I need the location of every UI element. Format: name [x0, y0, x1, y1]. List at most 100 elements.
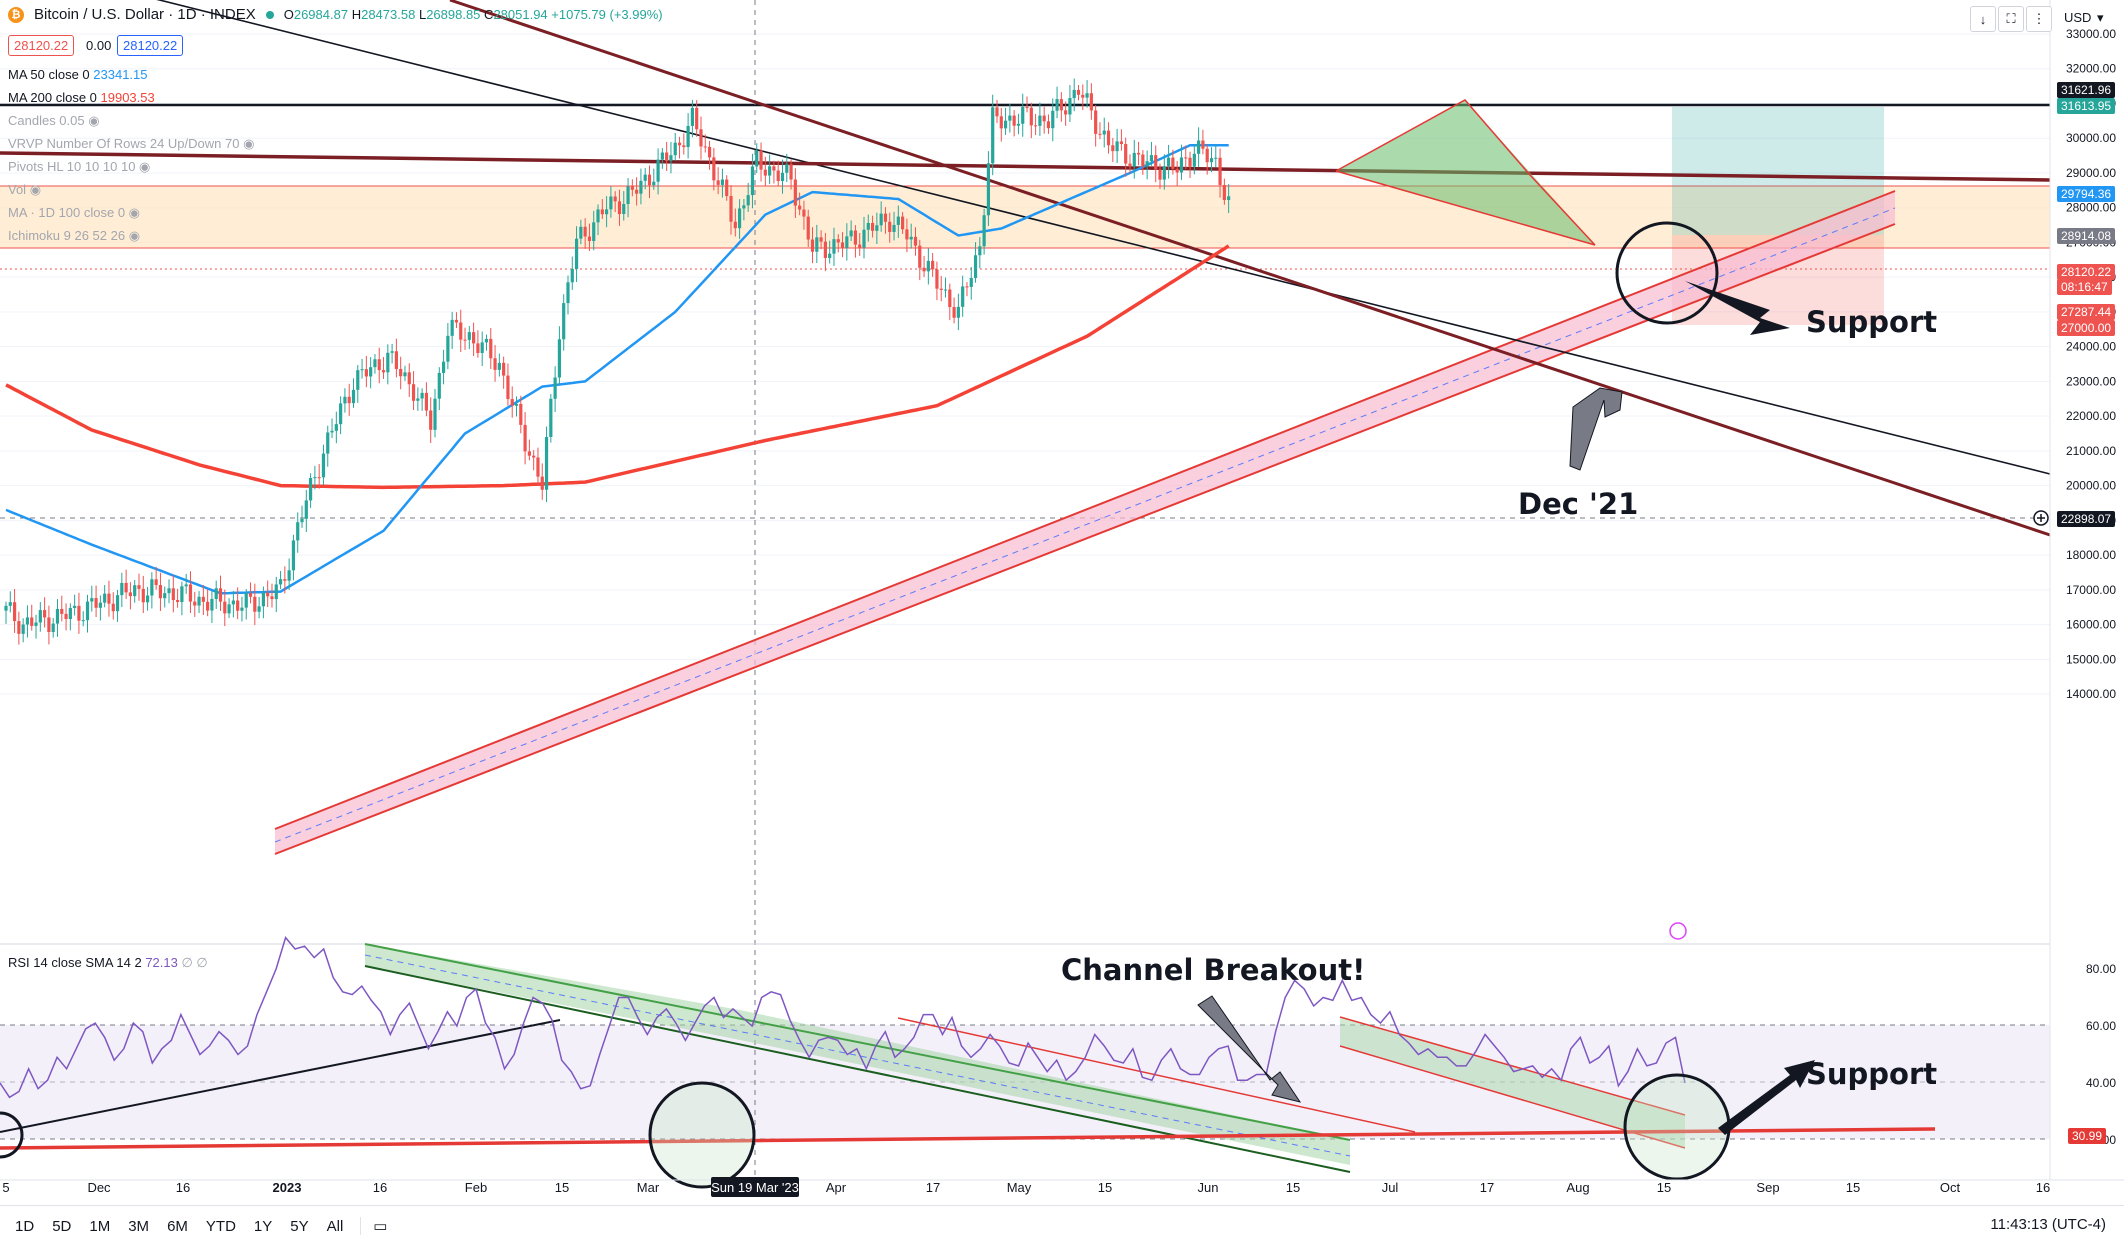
candle: [47, 605, 51, 645]
candle: [1166, 144, 1171, 179]
candle: [218, 575, 223, 611]
candle: [1115, 128, 1119, 164]
candle: [1162, 154, 1166, 190]
candle: [532, 450, 536, 471]
candle: [939, 275, 943, 302]
candle: [364, 355, 368, 388]
candle: [266, 580, 270, 608]
range-button[interactable]: All: [326, 1217, 344, 1235]
candle: [583, 218, 587, 249]
candle: [913, 227, 918, 256]
candle: [1111, 137, 1115, 162]
price-axis-label: 30000.00: [2066, 131, 2116, 145]
range-button[interactable]: 1M: [89, 1217, 111, 1235]
indicator-legend-item[interactable]: Candles 0.05 ◉: [8, 113, 100, 128]
candle: [536, 447, 540, 486]
range-button[interactable]: 1D: [15, 1217, 35, 1235]
candle: [793, 168, 797, 218]
candle: [909, 223, 913, 249]
indicator-legend-item[interactable]: Ichimoku 9 26 52 26 ◉: [8, 228, 141, 243]
symbol-title[interactable]: Bitcoin / U.S. Dollar · 1D · INDEX: [34, 6, 256, 23]
range-button[interactable]: 3M: [128, 1217, 150, 1235]
candle: [399, 356, 403, 390]
candle: [433, 388, 437, 438]
time-axis-label: 5: [2, 1180, 9, 1195]
currency-selector[interactable]: USD: [2064, 10, 2092, 25]
candle: [780, 159, 785, 194]
candle: [600, 199, 604, 219]
candle: [673, 132, 677, 161]
time-axis-label: May: [1007, 1180, 1032, 1195]
candle: [1051, 98, 1055, 142]
chevron-down-icon[interactable]: ↓: [1970, 6, 1996, 32]
candle: [523, 412, 527, 465]
indicator-legend-item[interactable]: MA 200 close 0 19903.53: [8, 90, 155, 105]
price-tag: 27287.44: [2057, 304, 2116, 320]
candle: [459, 309, 463, 353]
candle: [1128, 154, 1132, 174]
candle: [497, 353, 501, 377]
candle: [1081, 84, 1085, 111]
time-axis-label: Dec: [87, 1180, 111, 1195]
indicator-legend-item[interactable]: Pivots HL 10 10 10 10 ◉: [8, 159, 151, 174]
indicator-legend-item[interactable]: Vol ◉: [8, 182, 42, 197]
price-tag: 31621.96: [2057, 82, 2116, 98]
time-axis-label: 15: [1657, 1180, 1671, 1195]
rsi-black-trendline: [0, 1019, 561, 1133]
candle: [1158, 163, 1162, 189]
candle: [785, 153, 789, 182]
rsi-legend[interactable]: RSI 14 close SMA 14 2 72.13 ∅ ∅: [8, 955, 208, 970]
candle: [227, 598, 231, 619]
candle: [120, 572, 124, 608]
candle: [579, 219, 583, 245]
candle: [905, 218, 909, 253]
candle: [167, 579, 171, 604]
candle: [562, 294, 566, 351]
indicator-legend-item[interactable]: MA · 1D 100 close 0 ◉: [8, 205, 141, 220]
range-button[interactable]: 6M: [167, 1217, 188, 1235]
sell-price[interactable]: 28120.22: [8, 35, 75, 56]
candlestick-series: [4, 78, 1231, 645]
time-axis-label: 16: [373, 1180, 387, 1195]
range-button[interactable]: YTD: [205, 1217, 236, 1235]
candle: [802, 200, 806, 230]
candle: [570, 256, 574, 290]
range-button[interactable]: 5Y: [290, 1217, 309, 1235]
candle: [836, 234, 840, 253]
candle: [1214, 144, 1218, 168]
candle: [669, 142, 673, 174]
candle: [274, 576, 278, 613]
chart-header: ₿ Bitcoin / U.S. Dollar · 1D · INDEX O26…: [8, 6, 663, 23]
indicator-legend-item[interactable]: MA 50 close 0 23341.15: [8, 67, 148, 82]
candle: [943, 277, 948, 298]
range-button[interactable]: 5D: [52, 1217, 72, 1235]
pattern-shape: [1336, 100, 1595, 245]
settings-icon[interactable]: ⋮: [2026, 6, 2052, 32]
candle: [819, 230, 823, 250]
buy-price[interactable]: 28120.22: [117, 35, 184, 56]
candle: [746, 182, 750, 212]
trade-position-box: [1672, 107, 1884, 325]
candle: [283, 566, 287, 594]
fullscreen-icon[interactable]: ⛶: [1998, 6, 2024, 32]
candle: [918, 239, 922, 281]
candle: [935, 261, 939, 301]
date-range-icon[interactable]: ▭: [360, 1217, 396, 1235]
clock[interactable]: 11:43:13 (UTC-4): [1990, 1216, 2106, 1233]
candle: [682, 133, 686, 155]
candle: [609, 186, 613, 218]
time-axis-label: 15: [1286, 1180, 1300, 1195]
range-button[interactable]: 1Y: [253, 1217, 273, 1235]
flash-icon: [1669, 922, 1687, 940]
currency-chevron-icon[interactable]: ▾: [2097, 10, 2104, 25]
candle: [240, 596, 244, 622]
indicator-legend-item[interactable]: VRVP Number Of Rows 24 Up/Down 70 ◉: [8, 136, 255, 151]
candle: [201, 584, 205, 615]
candle: [244, 589, 248, 620]
candle: [330, 418, 334, 439]
candle: [707, 140, 712, 170]
price-axis-label: 15000.00: [2066, 652, 2116, 666]
candle: [141, 575, 145, 614]
price-axis-label: 23000.00: [2066, 374, 2116, 388]
